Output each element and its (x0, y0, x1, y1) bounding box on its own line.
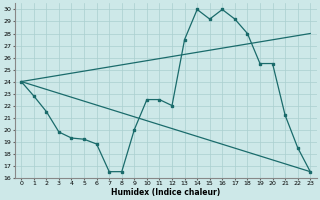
X-axis label: Humidex (Indice chaleur): Humidex (Indice chaleur) (111, 188, 220, 197)
